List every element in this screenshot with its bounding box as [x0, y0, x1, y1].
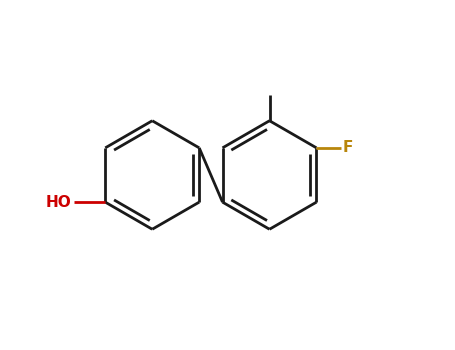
Text: HO: HO — [45, 195, 71, 210]
Text: F: F — [343, 140, 354, 155]
